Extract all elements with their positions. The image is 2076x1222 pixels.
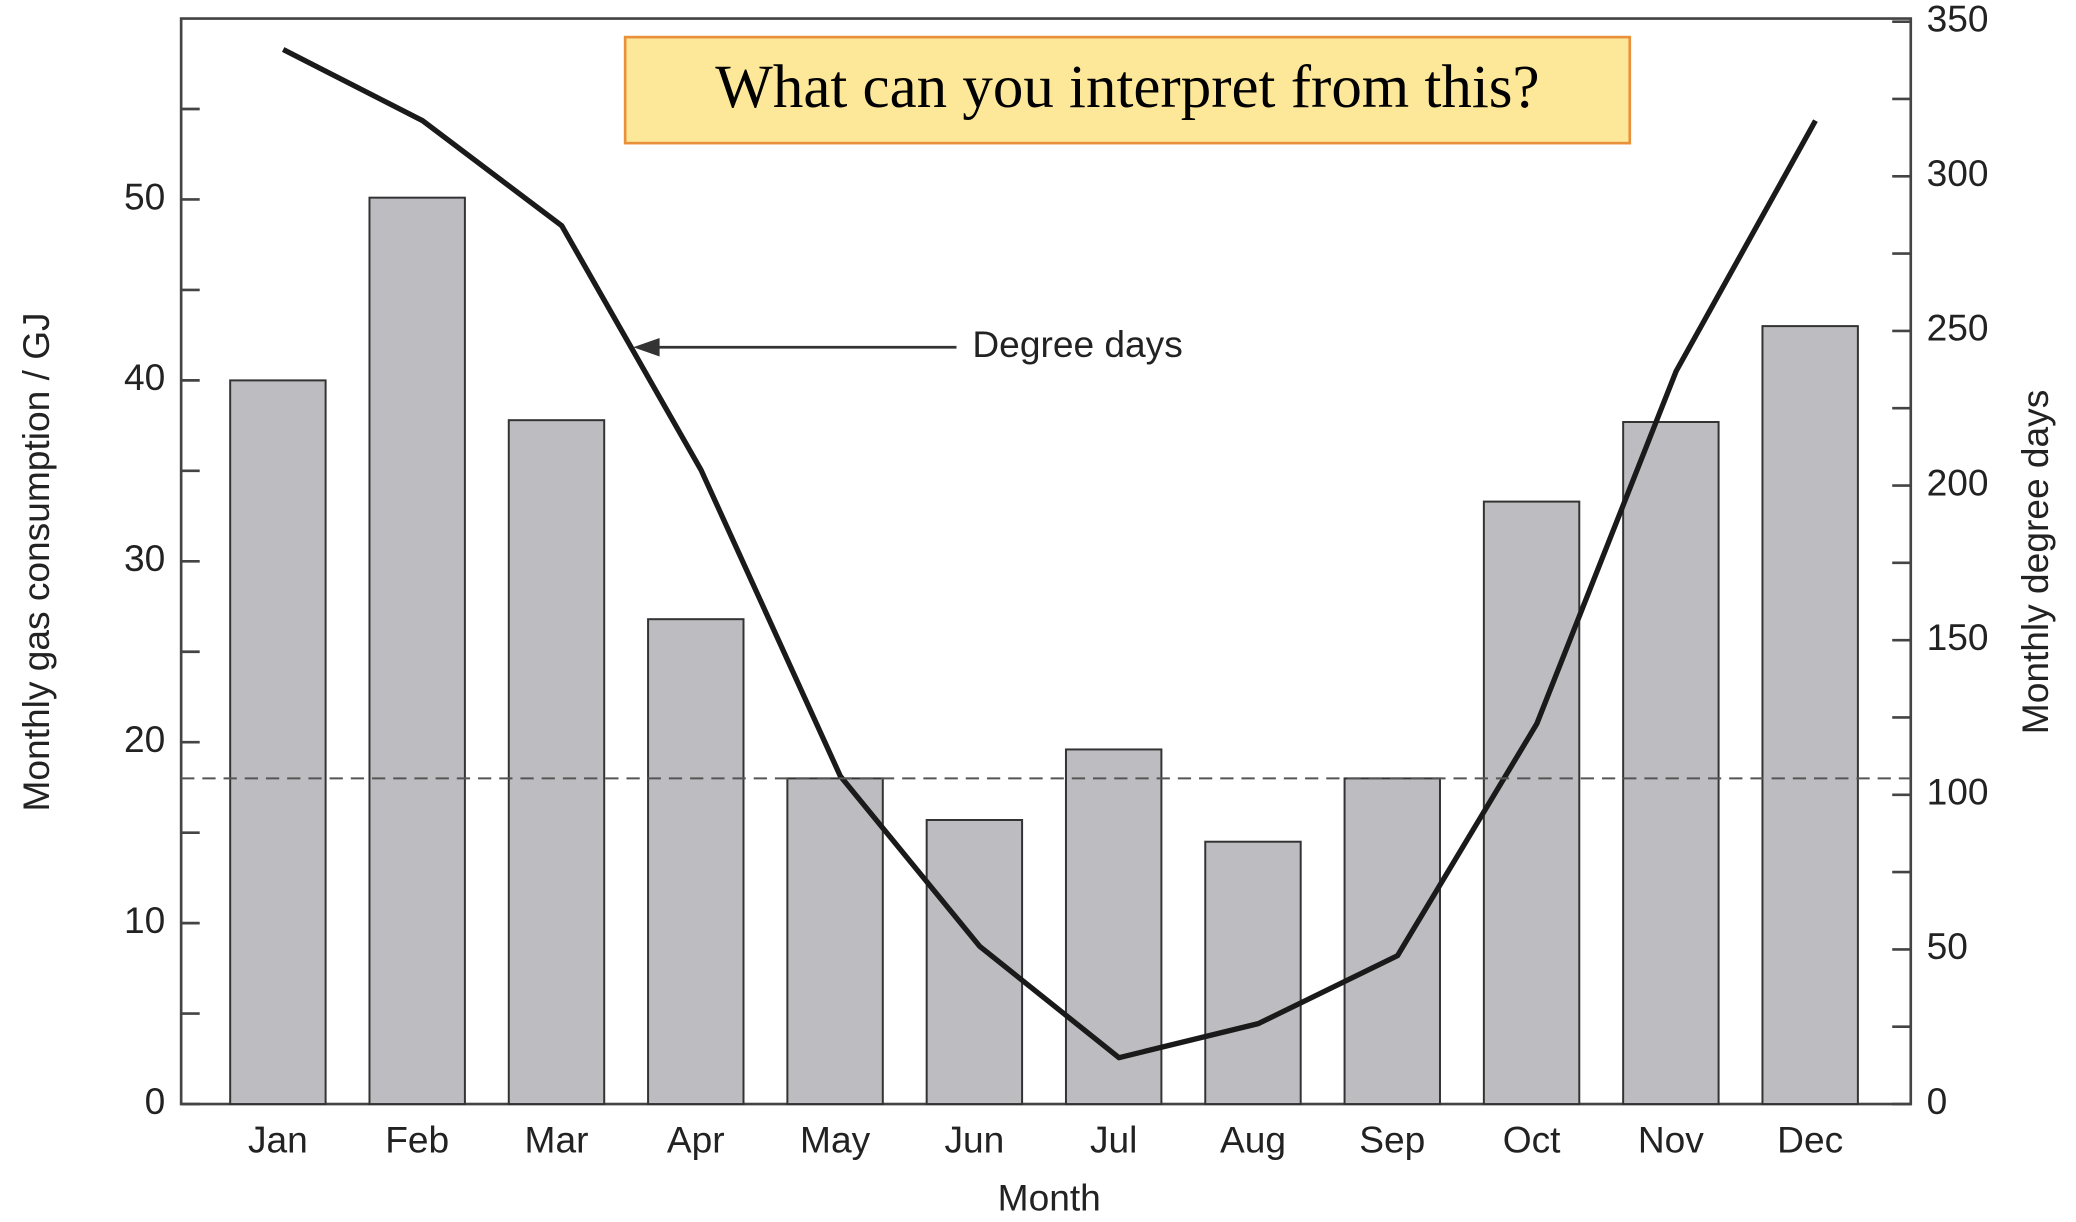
y-tick-label: 10 — [124, 899, 165, 941]
bar — [229, 379, 327, 1106]
x-tick-label: Jun — [944, 1118, 1004, 1160]
bar — [1064, 748, 1163, 1106]
bar — [1622, 421, 1720, 1106]
y-axis-label: Monthly gas consumption / GJ — [15, 312, 57, 811]
bar — [1761, 325, 1859, 1106]
x-tick-label: Dec — [1777, 1118, 1843, 1160]
y2-tick-label: 0 — [1927, 1080, 1948, 1122]
x-tick-label: Aug — [1220, 1118, 1286, 1160]
annotation-arrowhead — [633, 337, 660, 357]
y-tick-label: 30 — [124, 537, 165, 579]
x-tick-label: Sep — [1359, 1118, 1425, 1160]
line-label: Degree days — [972, 323, 1182, 365]
y-tick-label: 50 — [124, 175, 165, 217]
callout-box — [623, 35, 1632, 145]
y2-tick-label: 200 — [1927, 461, 1989, 503]
x-tick-label: Mar — [525, 1118, 589, 1160]
bar — [925, 819, 1024, 1106]
line — [281, 47, 1818, 1061]
x-tick-label: May — [800, 1118, 871, 1160]
x-tick-label: Feb — [385, 1118, 449, 1160]
y2-tick-label: 50 — [1927, 925, 1968, 967]
y-tick-label: 40 — [124, 356, 165, 398]
bar — [507, 419, 606, 1106]
x-tick-label: Jan — [248, 1118, 308, 1160]
x-axis-label: Month — [998, 1177, 1101, 1219]
x-tick-label: Apr — [667, 1118, 725, 1160]
y2-tick-label: 250 — [1927, 307, 1989, 349]
bar — [786, 777, 884, 1106]
y2-tick-label: 300 — [1927, 152, 1989, 194]
bar — [368, 196, 466, 1106]
y2-tick-label: 150 — [1927, 616, 1989, 658]
callout-text: What can you interpret from this? — [715, 54, 1539, 121]
y2-axis-label: Monthly degree days — [2014, 390, 2056, 735]
bar — [1204, 840, 1302, 1106]
y2-tick-label: 350 — [1927, 0, 1989, 39]
x-tick-label: Oct — [1503, 1118, 1561, 1160]
bar — [1482, 500, 1581, 1106]
y2-tick-label: 100 — [1927, 771, 1989, 813]
bar — [1343, 777, 1441, 1106]
x-tick-label: Jul — [1090, 1118, 1137, 1160]
bar — [647, 618, 745, 1106]
y-tick-label: 0 — [145, 1080, 166, 1122]
y-tick-label: 20 — [124, 718, 165, 760]
x-tick-label: Nov — [1638, 1118, 1704, 1160]
